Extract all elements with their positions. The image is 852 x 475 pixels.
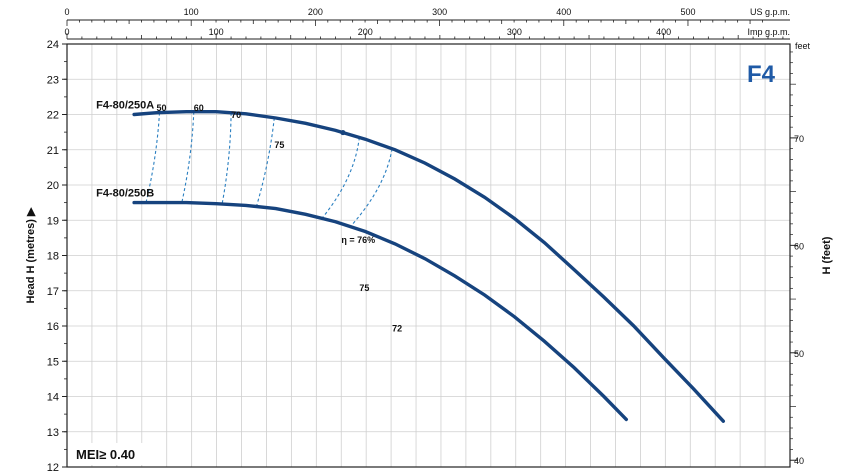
us-gpm-tick-label: 500 xyxy=(680,7,695,17)
y-tick-label: 19 xyxy=(47,215,59,227)
y-axis-right-title: H (feet) xyxy=(821,236,833,274)
efficiency-iso-line xyxy=(321,137,360,219)
efficiency-label: 72 xyxy=(392,323,402,333)
imp-gpm-tick-label: 300 xyxy=(507,27,522,37)
efficiency-iso-line xyxy=(349,148,393,227)
pump-curves xyxy=(132,110,725,423)
efficiency-dashed-lines xyxy=(145,111,393,227)
chart-grid xyxy=(67,44,790,467)
us-gpm-tick-label: 300 xyxy=(432,7,447,17)
mei-label: MEI≥ 0.40 xyxy=(76,447,135,462)
model-badge: F4 xyxy=(747,61,776,88)
imp-gpm-tick-label: 0 xyxy=(64,27,69,37)
y-tick-label: 14 xyxy=(47,392,59,404)
imp-gpm-tick-label: 100 xyxy=(209,27,224,37)
feet-tick-label: 60 xyxy=(794,241,804,251)
y-tick-label: 13 xyxy=(47,427,59,439)
us-gpm-unit: US g.p.m. xyxy=(750,7,790,17)
efficiency-label: 60 xyxy=(194,103,204,113)
y-tick-label: 22 xyxy=(47,110,59,122)
imp-gpm-tick-label: 400 xyxy=(656,27,671,37)
y-tick-label: 16 xyxy=(47,321,59,333)
y-tick-label: 24 xyxy=(47,39,59,51)
efficiency-label: 50 xyxy=(156,103,166,113)
chart-labels: Head H (metres) ▶ H (feet) F4 MEI≥ 0.40 F4-8… xyxy=(25,61,833,465)
efficiency-iso-line xyxy=(255,117,275,207)
series-label-a: F4-80/250A xyxy=(96,100,154,112)
y-tick-label: 21 xyxy=(47,145,59,157)
efficiency-label: 75 xyxy=(359,283,369,293)
feet-tick-label: 50 xyxy=(794,349,804,359)
series-label-b: F4-80/250B xyxy=(96,188,154,200)
feet-tick-label: 40 xyxy=(794,456,804,466)
imp-gpm-unit: Imp g.p.m. xyxy=(747,27,790,37)
us-gpm-tick-label: 0 xyxy=(64,7,69,17)
efficiency-label: 70 xyxy=(231,110,241,120)
chart-axes: 12 13 14 15 16 17 18 19 20 21 22 23 24 40 50 60 70 feet 0 1… xyxy=(47,7,811,474)
y-tick-label: 20 xyxy=(47,180,59,192)
feet-unit-label: feet xyxy=(795,41,811,51)
series-line-f4-80-250b xyxy=(132,200,628,422)
efficiency-label: η = 76% xyxy=(341,235,375,245)
series-line-f4-80-250a xyxy=(132,110,725,423)
imp-gpm-tick-label: 200 xyxy=(358,27,373,37)
feet-tick-label: 70 xyxy=(794,134,804,144)
efficiency-iso-line xyxy=(181,111,195,203)
efficiency-iso-line xyxy=(145,112,161,203)
us-gpm-tick-label: 100 xyxy=(184,7,199,17)
mei-box xyxy=(72,443,146,465)
y-tick-label: 12 xyxy=(47,462,59,474)
efficiency-iso-line xyxy=(221,112,232,205)
y-tick-label: 17 xyxy=(47,286,59,298)
us-gpm-tick-label: 200 xyxy=(308,7,323,17)
y-tick-label: 18 xyxy=(47,251,59,263)
bep-point xyxy=(340,129,346,136)
us-gpm-tick-label: 400 xyxy=(556,7,571,17)
y-tick-label: 15 xyxy=(47,356,59,368)
efficiency-label: 75 xyxy=(274,140,284,150)
y-tick-label: 23 xyxy=(47,74,59,86)
y-axis-title: Head H (metres) ▶ xyxy=(25,207,37,303)
